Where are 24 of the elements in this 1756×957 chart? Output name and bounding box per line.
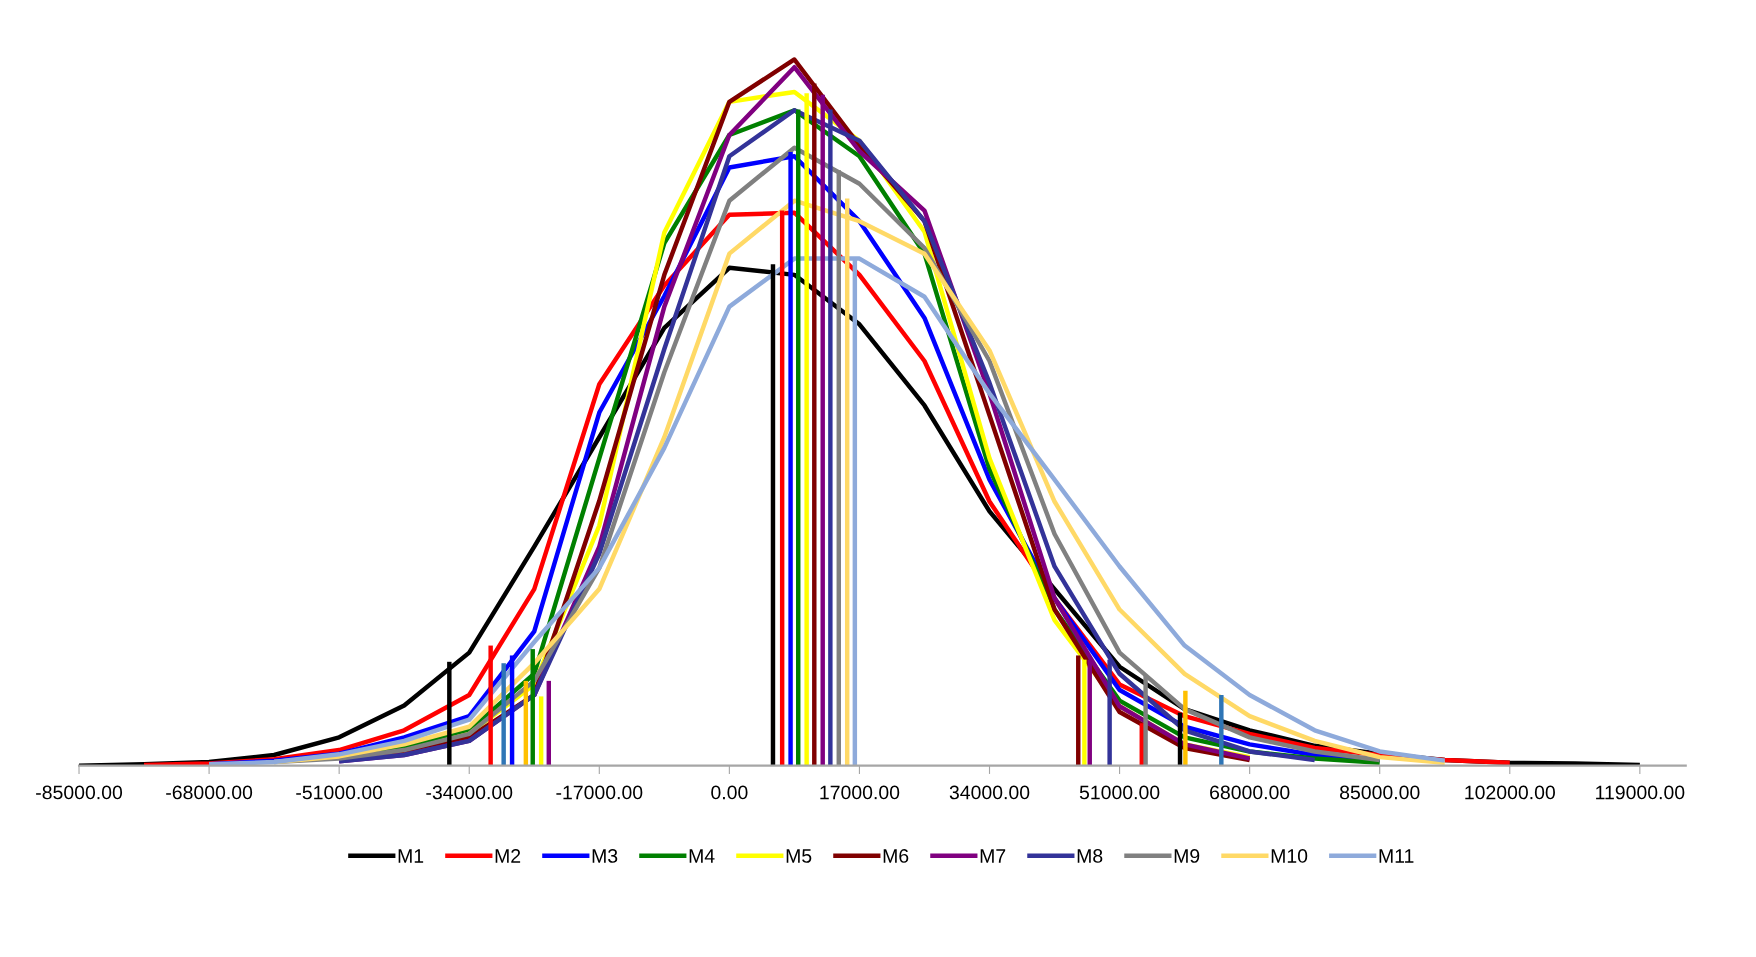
x-tick-label: 102000.00 [1465,785,1555,800]
x-tick-label: -34000.00 [426,785,513,800]
legend-label: M3 [592,849,618,863]
legend-label: M10 [1271,849,1308,863]
x-tick-label: 17000.00 [820,785,900,800]
legend-label: M5 [786,849,812,863]
x-tick-label: -17000.00 [556,785,643,800]
x-tick-label: 0.00 [711,785,748,800]
x-tick-label: 34000.00 [949,785,1030,800]
legend-label: M6 [883,849,909,863]
x-tick-label: 119000.00 [1596,785,1685,800]
x-tick-label: -51000.00 [296,785,383,800]
x-tick-label: 68000.00 [1210,785,1290,800]
legend-label: M7 [980,849,1006,863]
x-tick-label: -85000.00 [36,785,123,800]
x-tick-label: -68000.00 [166,785,253,800]
legend-label: M11 [1379,849,1414,863]
legend-label: M4 [689,849,715,863]
legend-label: M1 [398,849,424,863]
x-tick-label: 51000.00 [1079,785,1160,800]
x-tick-label: 85000.00 [1340,785,1420,800]
legend-label: M8 [1077,849,1103,863]
legend-label: M9 [1174,849,1200,863]
legend-label: M2 [495,849,521,863]
